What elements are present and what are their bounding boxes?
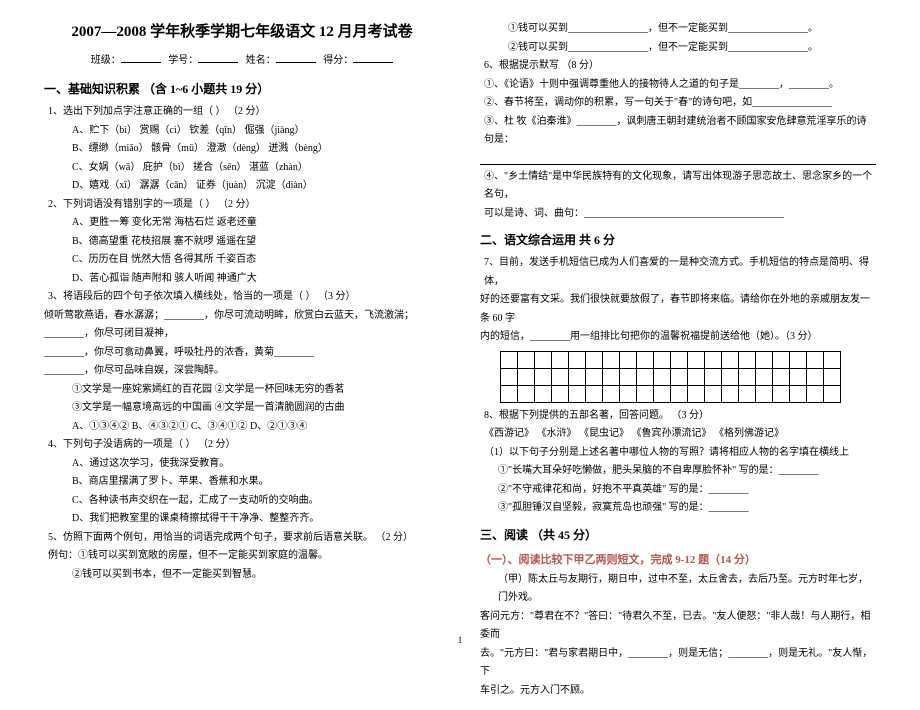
r1: ①钱可以买到________________，但不一定能买到__________…	[480, 20, 876, 39]
q2-b: B、德高望重 花枝招展 塞不就啰 遥遥在望	[44, 233, 440, 252]
section-2-heading: 二、语文综合运用 共 6 分	[480, 231, 876, 248]
q3-o1: ①文学是一座姹紫嫣红的百花园 ②文学是一杯回味无穷的香茗	[44, 381, 440, 400]
q7-b: 好的还要富有文采。我们很快就要放假了，春节即将来临。请给你在外地的亲戚朋友发一条…	[480, 291, 876, 328]
q4-stem: 4、下列句子没语病的一项是（ ） （2 分）	[44, 436, 440, 455]
id-label: 学号：	[168, 55, 198, 66]
q8-b: ②"不守戒律花和尚，好抱不平真英雄" 写的是：________	[480, 481, 876, 500]
r2: ②钱可以买到________________，但不一定能买到__________…	[480, 39, 876, 58]
q6-stem: 6、根据提示默写 （8 分）	[480, 57, 876, 76]
page-number: 1	[0, 635, 920, 645]
q2-d: D、苦心孤诣 随声附和 骇人听闻 神通广大	[44, 270, 440, 289]
class-label: 班级：	[91, 55, 121, 66]
q5-stem: 5、仿照下面两个例句，用恰当的词语完成两个句子，要求前后语意关联。 （2 分）	[44, 529, 440, 548]
q7-c: 内的短信，________用一组排比句把你的温馨祝福提前送给他（她）。（3 分）	[480, 328, 876, 347]
q1-d: D、嬉戏（xī） 潺潺（cān） 证券（juàn） 沉淀（diàn）	[44, 177, 440, 196]
q6-b: ②、春节将至，调动你的积累，写一句关于"春"的诗句吧，如____________…	[480, 94, 876, 113]
q7-a: 7、目前，发送手机短信已成为人们喜爱的一是种交流方式。手机短信的特点是简明、得体…	[480, 254, 876, 291]
exam-title: 2007—2008 学年秋季学期七年级语文 12 月月考试卷	[44, 20, 440, 41]
q1-b: B、缥缈（miǎo） 骸骨（mǔ） 澄澈（dèng） 迸溅（bèng）	[44, 140, 440, 159]
q8-c: ③"孤胆锤汉自坚毅，寂寞荒岛也顽强" 写的是：________	[480, 499, 876, 518]
q1-c: C、女娲（wā） 庇护（bì） 搓合（sēn） 湛蓝（zhàn）	[44, 159, 440, 178]
q3-stem: 3、将语段后的四个句子依次填入横线处，恰当的一项是（ ） （3 分）	[44, 288, 440, 307]
s3-p1: （甲）陈太丘与友期行，期日中，过中不至，太丘舍去，去后乃至。元方时年七岁，门外戏…	[480, 571, 876, 608]
q1-stem: 1、选出下列加点字注意正确的一组（ ） （2 分）	[44, 103, 440, 122]
q3-body2: ________，你尽可翕动鼻翼，呼吸牡丹的浓香，黄菊________	[44, 344, 440, 363]
q8-books: 《西游记》 《水浒》 《昆虫记》 《鲁宾孙漂流记》 《格列佛游记》	[480, 425, 876, 444]
q5-ex2: ②钱可以买到书本，但不一定能买到智慧。	[44, 566, 440, 585]
q4-a: A、通过这次学习，使我深受教育。	[44, 455, 440, 474]
student-info: 班级： 学号： 姓名： 得分：	[44, 51, 440, 66]
q4-d: D、我们把教室里的课桌椅擦拭得干干净净、整整齐齐。	[44, 510, 440, 529]
q8-a: ①"长嘴大耳朵好吃懒做，肥头呆脑的不自卑厚脸怀补" 写的是：________	[480, 462, 876, 481]
left-column: 2007—2008 学年秋季学期七年级语文 12 月月考试卷 班级： 学号： 姓…	[44, 20, 440, 700]
q8-stem: 8、根据下列提供的五部名著，回答问题。 （3 分）	[480, 407, 876, 426]
q3-o2: ③文学是一幅意境高远的中国画 ④文学是一首清脆圆润的古曲	[44, 399, 440, 418]
q2-c: C、历历在目 恍然大悟 各得其所 千姿百态	[44, 251, 440, 270]
q6-d: ④、"乡土情结"是中华民族特有的文化现象，请写出体现游子思恋故土、思念家乡的一个…	[480, 168, 876, 205]
section-3-sub: （一）、阅读比较下甲乙两则短文，完成 9-12 题（14 分）	[480, 551, 876, 567]
q3-opts: A、①③④② B、④③②① C、③④①② D、②①③④	[44, 418, 440, 437]
s3-p4: 车引之。元方入门不顾。	[480, 682, 876, 701]
s3-p3: 去。"元方曰："君与家君期日中，________，则是无信；________，则…	[480, 645, 876, 682]
q6-a: ①、《论语》十则中强调尊重他人的接物待人之道的句子是________，_____…	[480, 76, 876, 95]
section-1-heading: 一、基础知识积累 （含 1~6 小题共 19 分）	[44, 80, 440, 97]
section-3-heading: 三、阅读 （共 45 分）	[480, 526, 876, 543]
q4-c: C、各种读书声交织在一起，汇成了一支动听的交响曲。	[44, 492, 440, 511]
name-label: 姓名：	[246, 55, 276, 66]
answer-grid	[500, 351, 841, 403]
q5-ex1: 例句：①钱可以买到宽敞的房屋，但不一定能买到家庭的温馨。	[44, 547, 440, 566]
right-column: ①钱可以买到________________，但不一定能买到__________…	[480, 20, 876, 700]
q6-d2: 可以是诗、词、曲句：______________________________…	[480, 205, 876, 224]
q3-body1: 倾听莺歌燕语，春水潺潺；________，你尽可流动明眸，欣赏白云蓝天，飞流激湍…	[44, 307, 440, 344]
q2-a: A、更胜一筹 变化无常 海枯石烂 返老还童	[44, 214, 440, 233]
q1-a: A、贮下（bì） 赏赐（cì） 钦差（qīn） 倔强（jiàng）	[44, 122, 440, 141]
q2-stem: 2、下列词语没有错别字的一项是（ ） （2 分）	[44, 196, 440, 215]
q6-c-blank	[480, 153, 876, 165]
q8-p: （1）以下句子分别是上述名著中哪位人物的写照？请将相应人物的名字填在横线上	[480, 444, 876, 463]
score-label: 得分：	[323, 55, 353, 66]
q6-c: ③、杜 牧《泊秦淮》________，讽刺唐王朝封建统治者不顾国家安危肆意荒淫享…	[480, 113, 876, 150]
q4-b: B、商店里摆满了罗卜、苹果、香蕉和水果。	[44, 473, 440, 492]
q3-body3: ________，你尽可品味自娱，深尝陶醉。	[44, 362, 440, 381]
